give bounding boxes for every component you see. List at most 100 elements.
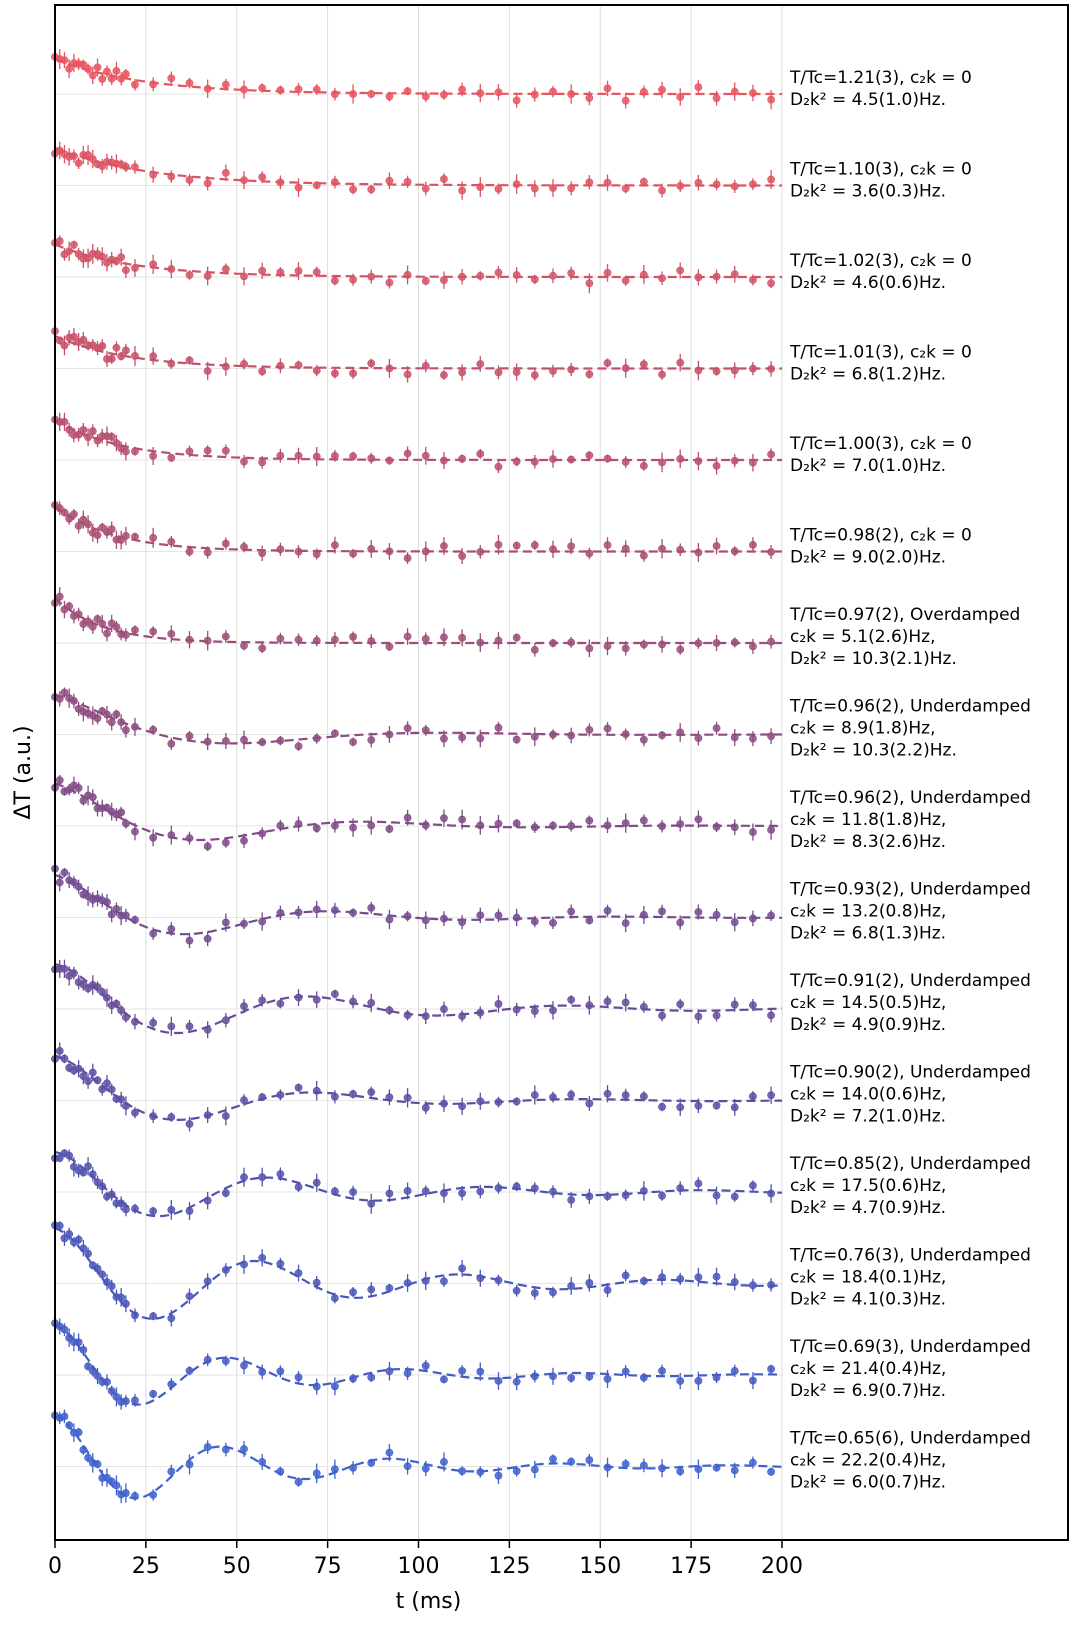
data-point	[658, 907, 666, 916]
data-point	[367, 544, 376, 553]
data-point	[258, 1368, 267, 1376]
data-point	[84, 65, 92, 73]
data-point	[294, 993, 303, 1002]
series-annotation-line: T/Tc=0.93(2), Underdamped	[789, 880, 1031, 900]
data-point	[117, 253, 126, 262]
data-point	[749, 1001, 757, 1010]
data-point	[585, 1372, 594, 1381]
data-point	[567, 269, 576, 278]
data-point	[149, 929, 158, 938]
data-point	[621, 458, 630, 466]
data-point	[84, 433, 92, 442]
data-point	[494, 368, 503, 377]
data-point	[88, 1170, 97, 1179]
data-point	[349, 1288, 357, 1297]
series-annotation-line: D₂k² = 4.7(0.9)Hz.	[790, 1198, 946, 1218]
data-point	[658, 1366, 666, 1375]
data-point	[712, 461, 721, 470]
data-point	[60, 1325, 69, 1334]
data-point	[476, 89, 485, 98]
series-annotation-line: c₂k = 14.0(0.6)Hz,	[790, 1085, 946, 1105]
data-point	[294, 1478, 303, 1486]
data-point	[149, 533, 158, 542]
data-point	[276, 999, 285, 1008]
series-annotation-line: D₂k² = 4.6(0.6)Hz.	[790, 273, 946, 293]
data-point	[730, 638, 739, 647]
data-point	[55, 336, 64, 345]
data-point	[385, 364, 394, 373]
data-point	[131, 915, 139, 924]
data-point	[167, 831, 176, 840]
data-point	[639, 1373, 648, 1382]
data-point	[93, 614, 102, 623]
data-point	[694, 457, 703, 466]
data-point	[749, 89, 757, 97]
data-point	[658, 458, 666, 467]
data-point	[121, 346, 130, 355]
data-point	[276, 1170, 285, 1178]
data-point	[676, 93, 685, 101]
data-point	[107, 74, 116, 83]
data-point	[88, 793, 97, 802]
data-point	[458, 1189, 467, 1198]
data-point	[639, 1092, 648, 1101]
data-point	[403, 1279, 412, 1287]
data-point	[70, 697, 78, 705]
data-point	[112, 343, 121, 352]
data-point	[167, 453, 176, 462]
data-point	[98, 988, 107, 996]
data-point	[585, 1456, 594, 1464]
data-point	[440, 371, 448, 379]
data-point	[276, 361, 285, 370]
data-point	[121, 631, 130, 639]
data-point	[639, 735, 648, 744]
data-point	[60, 508, 69, 517]
data-point	[603, 541, 612, 550]
data-point	[440, 1005, 448, 1013]
data-point	[458, 368, 467, 377]
data-point	[603, 906, 612, 915]
data-point	[294, 742, 303, 751]
data-point	[349, 90, 357, 98]
data-point	[70, 332, 78, 341]
data-point	[585, 1099, 594, 1108]
data-point	[458, 272, 467, 281]
data-point	[367, 821, 376, 830]
data-point	[167, 1467, 176, 1476]
data-point	[639, 88, 648, 96]
data-point	[730, 918, 739, 927]
data-point	[240, 641, 248, 650]
data-point	[131, 80, 139, 89]
data-point	[276, 86, 285, 95]
data-point	[403, 724, 412, 733]
data-point	[276, 1467, 285, 1476]
data-point	[639, 1277, 648, 1285]
data-point	[167, 359, 176, 368]
data-point	[385, 92, 394, 101]
fit-curve	[54, 1150, 783, 1218]
data-point	[65, 1151, 74, 1160]
data-point	[167, 1205, 176, 1214]
data-point	[149, 1390, 158, 1398]
data-point	[639, 462, 648, 470]
data-point	[494, 1471, 503, 1480]
data-point	[440, 734, 448, 743]
data-point	[240, 1361, 248, 1370]
data-point	[639, 360, 648, 369]
data-point	[276, 634, 285, 643]
data-point	[421, 277, 430, 285]
data-point	[98, 1085, 107, 1094]
data-point	[749, 828, 757, 836]
data-point	[185, 447, 194, 456]
data-point	[676, 266, 685, 275]
data-point	[603, 178, 612, 187]
data-point	[440, 814, 448, 823]
data-point	[585, 178, 594, 187]
data-point	[221, 539, 230, 548]
data-point	[585, 916, 594, 925]
data-point	[185, 834, 194, 843]
data-point	[403, 449, 412, 458]
series-annotation-line: D₂k² = 10.3(2.2)Hz.	[790, 741, 957, 761]
data-point	[403, 370, 412, 379]
series-annotation-line: c₂k = 17.5(0.6)Hz,	[790, 1176, 946, 1196]
